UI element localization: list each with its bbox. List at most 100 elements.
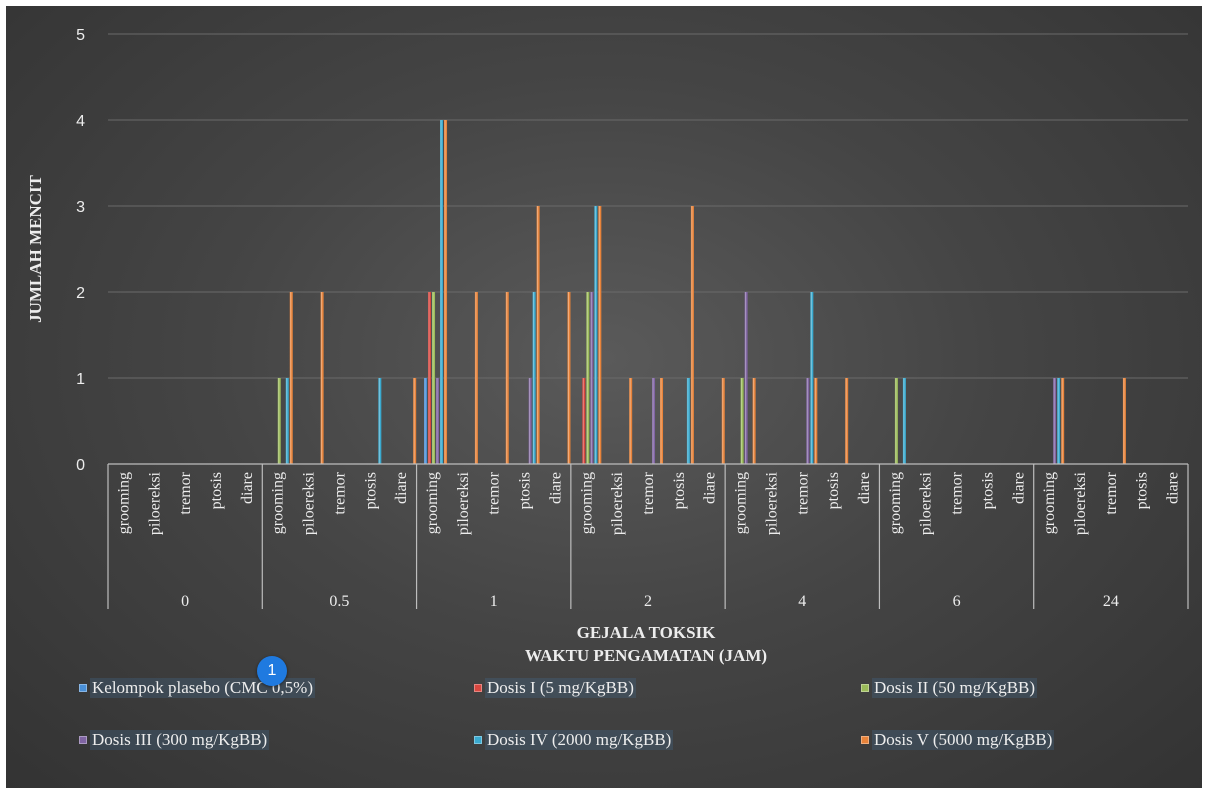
legend-swatch (474, 736, 482, 744)
bar-highlight (903, 378, 905, 464)
x-tick-label: diare (1165, 472, 1182, 504)
legend-swatch (79, 684, 87, 692)
bar (1122, 378, 1126, 464)
group-label: 0 (181, 593, 189, 610)
x-tick-label: tremor (1103, 471, 1120, 514)
bar-highlight (660, 378, 662, 464)
legend-label: Dosis I (5 mg/KgBB) (485, 678, 636, 698)
step-marker-badge[interactable]: 1 (257, 656, 287, 686)
x-tick-label: diare (1010, 472, 1027, 504)
bar-highlight (290, 292, 292, 464)
x-tick-label: ptosis (671, 472, 688, 509)
bar-highlight (1057, 378, 1059, 464)
x-tick-label: grooming (887, 472, 904, 534)
bar-highlight (1061, 378, 1063, 464)
x-tick-label: ptosis (1134, 472, 1151, 509)
bar-highlight (629, 378, 631, 464)
x-tick-label: tremor (640, 471, 657, 514)
legend-item: Kelompok plasebo (CMC 0,5%) (79, 676, 315, 700)
x-tick-label: grooming (424, 472, 441, 534)
x-tick-label: ptosis (362, 472, 379, 509)
bar-highlight (590, 292, 592, 464)
x-tick-label: ptosis (208, 472, 225, 509)
bar (721, 378, 725, 464)
x-tick-label: grooming (270, 472, 287, 534)
group-label: 1 (490, 593, 498, 610)
bar-highlight (506, 292, 508, 464)
bar (428, 292, 432, 464)
bar-highlight (806, 378, 808, 464)
legend-item: Dosis II (50 mg/KgBB) (861, 676, 1038, 700)
bar-highlight (378, 378, 380, 464)
bar-highlight (1123, 378, 1125, 464)
bar-highlight (321, 292, 323, 464)
y-tick-label: 4 (76, 113, 85, 130)
y-tick-label: 3 (76, 199, 85, 216)
x-tick-label: tremor (331, 471, 348, 514)
x-tick-label: piloereksi (918, 471, 935, 535)
x-tick-label: tremor (486, 471, 503, 514)
x-tick-label: piloereksi (763, 471, 780, 535)
legend-swatch (79, 736, 87, 744)
bar (652, 378, 656, 464)
x-tick-label: ptosis (825, 472, 842, 509)
group-label: 2 (644, 593, 652, 610)
bar-highlight (745, 292, 747, 464)
bar (590, 292, 594, 464)
bar (277, 378, 281, 464)
bar-highlight (691, 206, 693, 464)
bar-highlight (810, 292, 812, 464)
x-tick-label: tremor (177, 471, 194, 514)
bar (413, 378, 417, 464)
bar-highlight (567, 292, 569, 464)
bar (378, 378, 382, 464)
bar (810, 292, 814, 464)
bar (690, 206, 694, 464)
bar-highlight (814, 378, 816, 464)
x-tick-label: ptosis (517, 472, 534, 509)
bar (744, 292, 748, 464)
bar (586, 292, 590, 464)
bar (660, 378, 664, 464)
bar-highlight (537, 206, 539, 464)
legend-label: Dosis II (50 mg/KgBB) (872, 678, 1038, 698)
bar (289, 292, 293, 464)
x-tick-label: diare (856, 472, 873, 504)
legend-item: Dosis V (5000 mg/KgBB) (861, 728, 1055, 752)
bar-highlight (598, 206, 600, 464)
x-axis-title-line-2: WAKTU PENGAMATAN (JAM) (525, 646, 767, 665)
x-tick-label: grooming (115, 472, 132, 534)
bar-highlight (895, 378, 897, 464)
bar-highlight (594, 206, 596, 464)
bar (440, 120, 444, 464)
legend-label: Dosis IV (2000 mg/KgBB) (485, 730, 674, 750)
legend-label: Dosis III (300 mg/KgBB) (90, 730, 270, 750)
group-label: 4 (798, 593, 806, 610)
x-tick-label: piloereksi (455, 471, 472, 535)
bar-highlight (753, 378, 755, 464)
bars (277, 120, 1126, 464)
bar-chart: grooming piloereksi tremor ptosis diare groom… (26, 27, 1189, 665)
bar (1053, 378, 1057, 464)
bar-highlight (652, 378, 654, 464)
bar (505, 292, 509, 464)
x-axis-title-line-1: GEJALA TOKSIK (577, 623, 717, 642)
legend-item: Dosis I (5 mg/KgBB) (474, 676, 636, 700)
bar-highlight (440, 120, 442, 464)
bar-highlight (845, 378, 847, 464)
bar-highlight (428, 292, 430, 464)
legend-label: Kelompok plasebo (CMC 0,5%) (90, 678, 315, 698)
legend-swatch (861, 684, 869, 692)
x-tick-label: diare (239, 472, 256, 504)
bar (285, 378, 289, 464)
y-tick-label: 1 (76, 371, 85, 388)
bar (424, 378, 428, 464)
bar-highlight (413, 378, 415, 464)
bar (536, 206, 540, 464)
bar-highlight (444, 120, 446, 464)
bar (686, 378, 690, 464)
bar (1061, 378, 1065, 464)
group-label: 6 (953, 593, 961, 610)
bar (902, 378, 906, 464)
legend-label: Dosis V (5000 mg/KgBB) (872, 730, 1055, 750)
